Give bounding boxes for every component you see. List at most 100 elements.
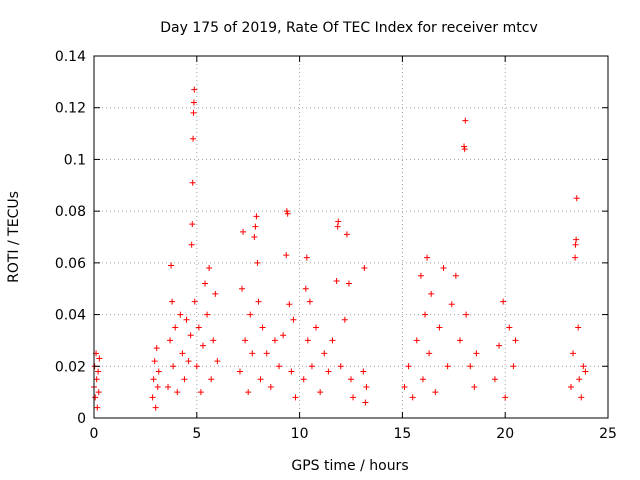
data-point	[496, 342, 503, 349]
data-point	[473, 350, 480, 357]
y-tick-label: 0.06	[55, 256, 86, 272]
data-point	[461, 143, 468, 150]
data-point	[362, 399, 369, 406]
data-point	[576, 376, 583, 383]
data-point	[462, 117, 469, 124]
data-point	[417, 272, 424, 279]
data-point	[257, 376, 264, 383]
data-point	[189, 179, 196, 186]
data-point	[440, 265, 447, 272]
data-point	[292, 394, 299, 401]
data-point	[580, 363, 587, 370]
x-tick-label: 10	[291, 426, 309, 442]
data-point	[303, 254, 310, 261]
data-point	[343, 231, 350, 238]
data-point	[214, 358, 221, 365]
data-point	[177, 311, 184, 318]
data-point	[95, 368, 102, 375]
data-point	[240, 228, 247, 235]
data-point	[572, 254, 579, 261]
y-tick-label: 0.14	[55, 49, 86, 65]
data-point	[245, 389, 252, 396]
data-point	[308, 363, 315, 370]
data-point	[424, 254, 431, 261]
data-point	[335, 218, 342, 225]
data-point	[413, 337, 420, 344]
data-point	[341, 316, 348, 323]
x-tick-label: 5	[192, 426, 201, 442]
data-point	[172, 324, 179, 331]
data-point	[251, 234, 258, 240]
data-point	[191, 298, 198, 305]
y-tick-label: 0.04	[55, 308, 86, 324]
data-point	[259, 324, 266, 331]
data-point	[187, 332, 194, 339]
data-point	[255, 298, 262, 305]
data-point	[93, 376, 100, 383]
data-point	[456, 337, 463, 344]
data-point	[317, 389, 324, 396]
data-point	[348, 376, 354, 383]
data-point	[92, 394, 99, 401]
data-point	[500, 298, 507, 305]
data-point	[247, 311, 254, 318]
data-point	[471, 383, 478, 390]
grid-layer	[94, 56, 608, 418]
data-point	[306, 298, 313, 305]
data-point	[249, 350, 256, 357]
x-tick-label: 0	[90, 426, 99, 442]
data-point	[426, 350, 433, 357]
data-point	[242, 337, 249, 344]
data-point	[283, 252, 290, 259]
scatter-points	[91, 86, 589, 411]
data-point	[152, 404, 159, 411]
data-point	[300, 376, 307, 383]
y-tick-label: 0.12	[55, 101, 86, 117]
data-point	[167, 337, 174, 344]
y-tick-label: 0.08	[55, 204, 86, 220]
data-point	[570, 350, 577, 357]
data-point	[96, 355, 103, 362]
data-point	[444, 363, 451, 370]
y-tick-label: 0.1	[64, 152, 86, 168]
data-point	[582, 368, 589, 375]
data-point	[448, 301, 455, 308]
data-point	[253, 213, 260, 220]
data-point	[304, 337, 311, 344]
data-point	[409, 394, 416, 401]
data-point	[190, 109, 197, 116]
data-point	[189, 221, 196, 228]
data-point	[313, 324, 320, 331]
data-point	[95, 389, 102, 396]
data-point	[288, 368, 295, 375]
data-point	[254, 259, 261, 266]
data-point	[151, 358, 158, 365]
data-point	[204, 311, 211, 318]
data-point	[199, 342, 206, 349]
data-point	[188, 241, 195, 248]
data-point	[286, 301, 293, 308]
data-point	[212, 290, 219, 297]
data-point	[174, 389, 181, 396]
data-point	[512, 337, 519, 344]
x-tick-label: 15	[393, 426, 411, 442]
data-point	[502, 394, 509, 401]
data-point	[422, 311, 429, 318]
data-point	[169, 298, 176, 305]
data-point	[461, 146, 468, 153]
x-axis-label: GPS time / hours	[291, 458, 408, 474]
data-point	[236, 368, 243, 375]
data-point	[190, 99, 197, 106]
data-point	[578, 394, 585, 401]
data-point	[333, 277, 340, 284]
data-point	[271, 337, 278, 344]
data-point	[491, 376, 498, 383]
x-tick-label: 20	[496, 426, 514, 442]
data-point	[94, 404, 101, 411]
data-point	[452, 272, 459, 279]
data-point	[506, 324, 513, 331]
data-point	[432, 389, 439, 396]
plot-frame	[93, 55, 609, 419]
data-point	[206, 265, 213, 272]
